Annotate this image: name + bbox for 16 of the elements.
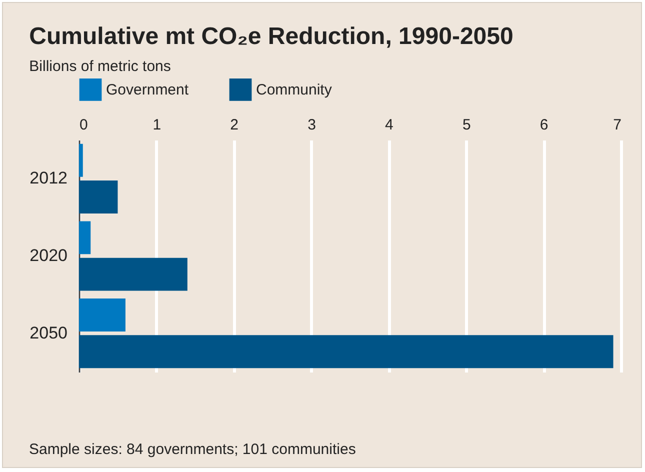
x-tick-label: 7 — [613, 116, 622, 134]
y-tick-label: 2012 — [30, 168, 68, 188]
x-tick-label: 0 — [80, 116, 88, 134]
x-tick-label: 1 — [152, 116, 162, 134]
x-tick-label: 2 — [230, 116, 239, 134]
chart-subtitle: Billions of metric tons — [29, 58, 171, 75]
x-tick-label: 5 — [462, 116, 471, 134]
text: Sample sizes: 84 governments; 101 communities — [29, 441, 356, 458]
chart-title: Cumulative mt CO₂e Reduction, 1990-2050 — [29, 23, 514, 50]
legend-label: Community — [256, 82, 332, 99]
legend-label: Government — [106, 82, 190, 99]
y-tick-label: 2050 — [30, 323, 68, 342]
x-tick-label: 6 — [540, 116, 548, 134]
x-tick-label: 3 — [308, 116, 316, 134]
x-tick-label: 4 — [385, 116, 394, 134]
y-tick-label: 2020 — [30, 246, 68, 265]
